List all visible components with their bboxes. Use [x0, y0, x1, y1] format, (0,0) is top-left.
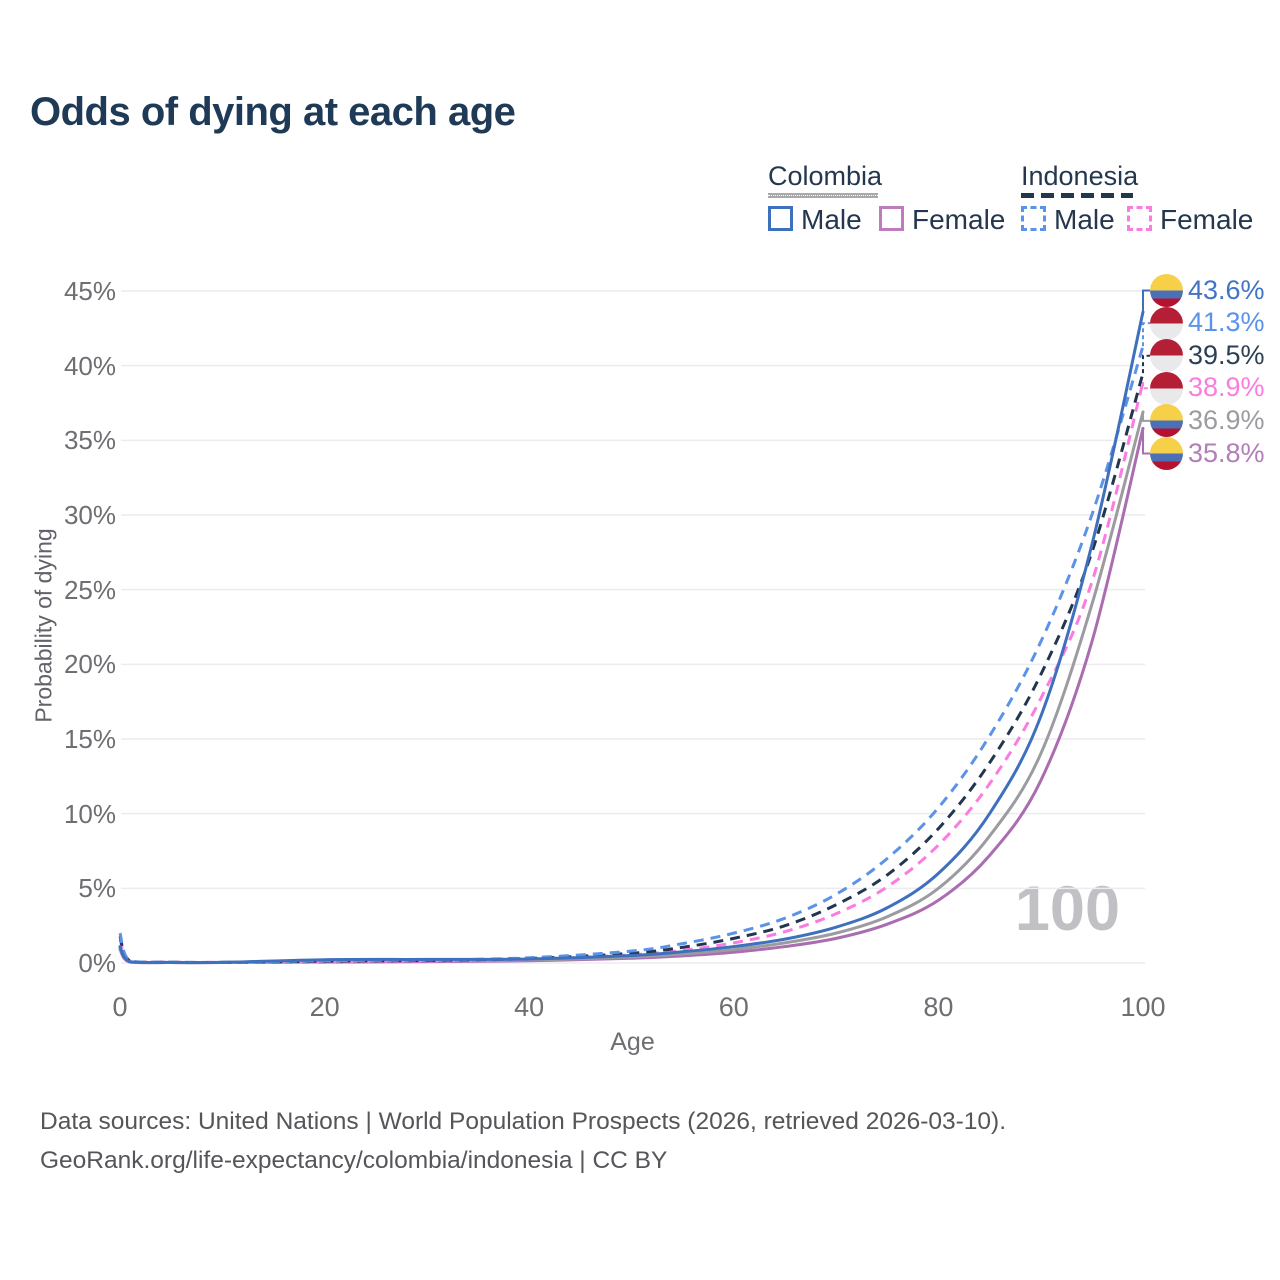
legend-group-colombia: Colombia: [768, 161, 883, 191]
x-tick-label-80: 80: [923, 992, 954, 1022]
series-line-indonesia-female[interactable]: [118, 381, 1145, 964]
callout-connector-colombia-male: [1142, 289, 1150, 312]
colombia-line-swatch: [768, 193, 878, 198]
callout-connector-indonesia-both-sexes: [1142, 354, 1150, 374]
y-tick-label-10: 10%: [63, 798, 116, 829]
legend-swatch-colombia-male[interactable]: [768, 206, 793, 231]
callout-connector-indonesia-male: [1142, 322, 1150, 347]
y-tick-label-30: 30%: [63, 500, 116, 530]
series-line-colombia-both-sexes[interactable]: [118, 410, 1145, 965]
y-tick-label-20: 20%: [63, 649, 116, 680]
y-tick-label-40: 40%: [63, 350, 116, 381]
indonesia-flag-icon: [1150, 306, 1183, 340]
y-tick-label-45: 45%: [63, 276, 116, 306]
y-tick-label-35: 35%: [63, 425, 116, 456]
legend-label-indonesia-male[interactable]: Male: [1054, 204, 1115, 235]
legend-label-colombia-male[interactable]: Male: [801, 204, 862, 235]
legend-swatch-indonesia-male[interactable]: [1021, 206, 1046, 231]
callout-connector-colombia-female: [1142, 428, 1150, 455]
end-value-label-indonesia-both-sexes: 39.5%: [1188, 339, 1265, 370]
indonesia-line-swatch: [1021, 193, 1133, 198]
end-value-label-indonesia-female: 38.9%: [1188, 372, 1265, 403]
x-axis-title: Age: [610, 1028, 655, 1056]
indonesia-flag-icon: [1150, 371, 1183, 405]
x-tick-label-40: 40: [514, 992, 545, 1022]
callout-connector-colombia-both-sexes: [1142, 411, 1150, 422]
legend-label-colombia-female[interactable]: Female: [912, 204, 1006, 235]
y-tick-label-25: 25%: [63, 574, 116, 605]
legend-group-indonesia: Indonesia: [1021, 161, 1139, 191]
x-tick-label-20: 20: [309, 992, 340, 1022]
legend-swatch-colombia-female[interactable]: [879, 206, 904, 231]
x-tick-label-0: 0: [112, 992, 128, 1022]
indonesia-flag-icon: [1150, 339, 1183, 373]
series-line-colombia-male[interactable]: [118, 310, 1145, 965]
x-tick-label-100: 100: [1120, 992, 1166, 1022]
colombia-flag-icon: [1150, 437, 1183, 470]
legend-label-indonesia-female[interactable]: Female: [1160, 204, 1254, 235]
page-title: Odds of dying at each age: [30, 90, 516, 134]
colombia-flag-icon: [1150, 404, 1183, 438]
y-tick-label-0: 0%: [78, 948, 116, 978]
end-value-label-colombia-both-sexes: 36.9%: [1188, 404, 1265, 435]
colombia-flag-icon: [1150, 274, 1183, 307]
series-line-colombia-female[interactable]: [118, 426, 1145, 965]
series-line-indonesia-male[interactable]: [118, 345, 1145, 964]
callout-connector-indonesia-female: [1142, 382, 1150, 390]
x-tick-label-60: 60: [718, 992, 749, 1022]
attribution-text: GeoRank.org/life-expectancy/colombia/ind…: [40, 1147, 668, 1174]
data-sources-text: Data sources: United Nations | World Pop…: [40, 1108, 1007, 1135]
series-line-indonesia-both-sexes[interactable]: [118, 372, 1145, 964]
y-tick-label-5: 5%: [78, 873, 116, 904]
end-value-label-indonesia-male: 41.3%: [1188, 307, 1265, 338]
legend-swatch-indonesia-female[interactable]: [1127, 206, 1152, 231]
end-value-label-colombia-male: 43.6%: [1188, 274, 1265, 305]
y-tick-label-15: 15%: [63, 724, 116, 754]
end-value-label-colombia-female: 35.8%: [1188, 437, 1265, 468]
